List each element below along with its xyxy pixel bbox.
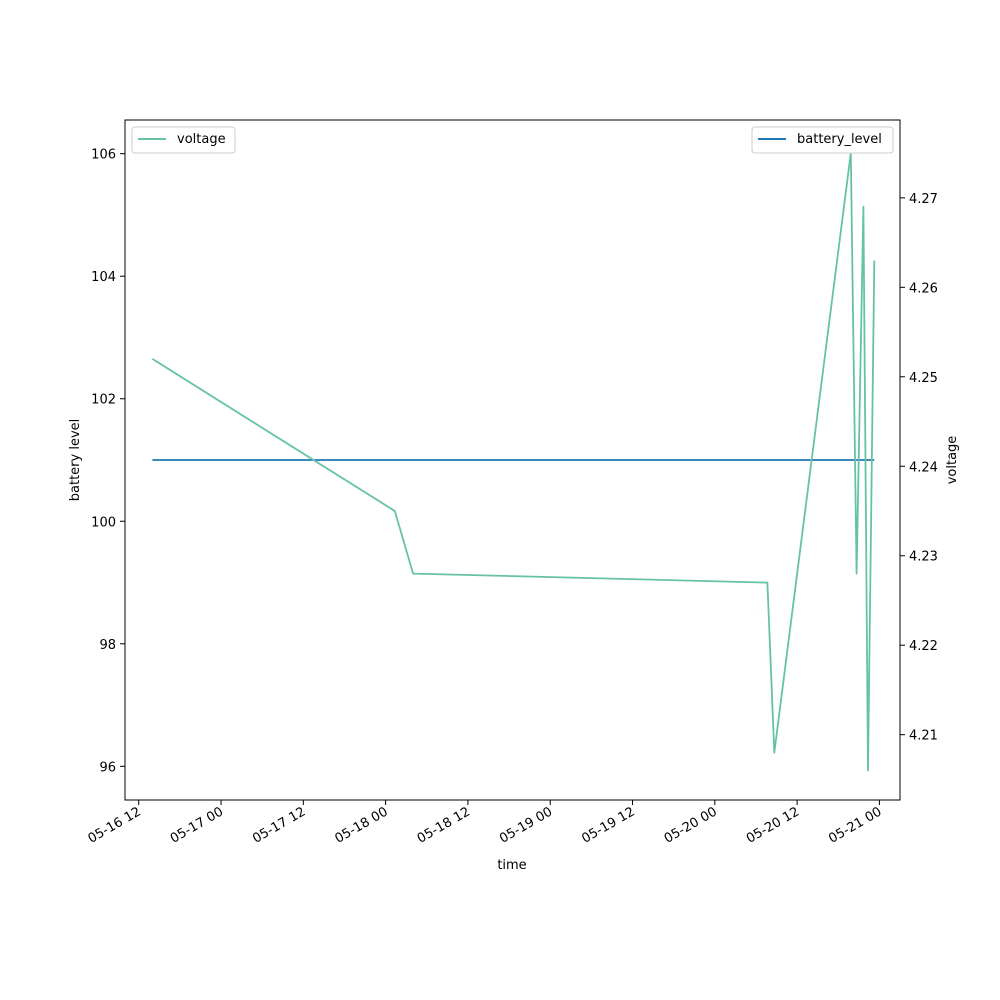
- y-right-axis: 4.21 4.22 4.23 4.24 4.25 4.26 4.27: [900, 192, 938, 744]
- legend-battery-level: battery_level: [751, 126, 894, 154]
- y-left-tick-label-2: 100: [91, 515, 116, 530]
- y-right-tick-label-3: 4.24: [909, 460, 938, 475]
- y-right-tick-label-0: 4.21: [909, 729, 938, 744]
- x-axis: 05-16 12 05-17 00 05-17 12 05-18 00 05-18 12…: [86, 800, 884, 847]
- y-right-tick-label-2: 4.23: [909, 550, 938, 565]
- x-tick-label-5: 05-19 00: [497, 804, 555, 846]
- x-tick-label-0: 05-16 12: [86, 804, 144, 846]
- plot-area: [151, 152, 876, 772]
- x-tick-label-3: 05-18 00: [332, 804, 390, 846]
- legend-battery-level-label: battery_level: [797, 132, 882, 147]
- x-tick-label-4: 05-18 12: [415, 804, 473, 846]
- y-right-tick-label-1: 4.22: [909, 639, 938, 654]
- y-left-axis: 96 98 100 102 104 106: [91, 148, 125, 775]
- series-voltage-line: [151, 152, 876, 772]
- y-left-tick-label-1: 98: [99, 638, 116, 653]
- x-tick-label-8: 05-20 12: [744, 804, 802, 846]
- x-tick-label-7: 05-20 00: [662, 804, 720, 846]
- y-right-tick-label-5: 4.26: [909, 281, 938, 296]
- x-tick-label-9: 05-21 00: [826, 804, 884, 846]
- y-left-axis-title: battery level: [68, 419, 83, 502]
- plot-frame: [124, 119, 901, 801]
- x-tick-label-1: 05-17 00: [168, 804, 226, 846]
- x-axis-title: time: [497, 858, 526, 873]
- legend-voltage-label: voltage: [177, 132, 226, 147]
- x-tick-label-2: 05-17 12: [250, 804, 308, 846]
- y-left-tick-label-4: 104: [91, 270, 116, 285]
- y-right-tick-label-4: 4.25: [909, 371, 938, 386]
- legend-battery-level-box: [751, 126, 894, 154]
- y-right-axis-title: voltage: [945, 436, 960, 485]
- legend-voltage-box: [131, 126, 236, 154]
- y-left-tick-label-3: 102: [91, 393, 116, 408]
- y-left-tick-label-5: 106: [91, 148, 116, 163]
- x-tick-label-6: 05-19 12: [579, 804, 637, 846]
- y-right-tick-label-6: 4.27: [909, 192, 938, 207]
- y-left-tick-label-0: 96: [99, 760, 116, 775]
- legend-voltage: voltage: [131, 126, 236, 154]
